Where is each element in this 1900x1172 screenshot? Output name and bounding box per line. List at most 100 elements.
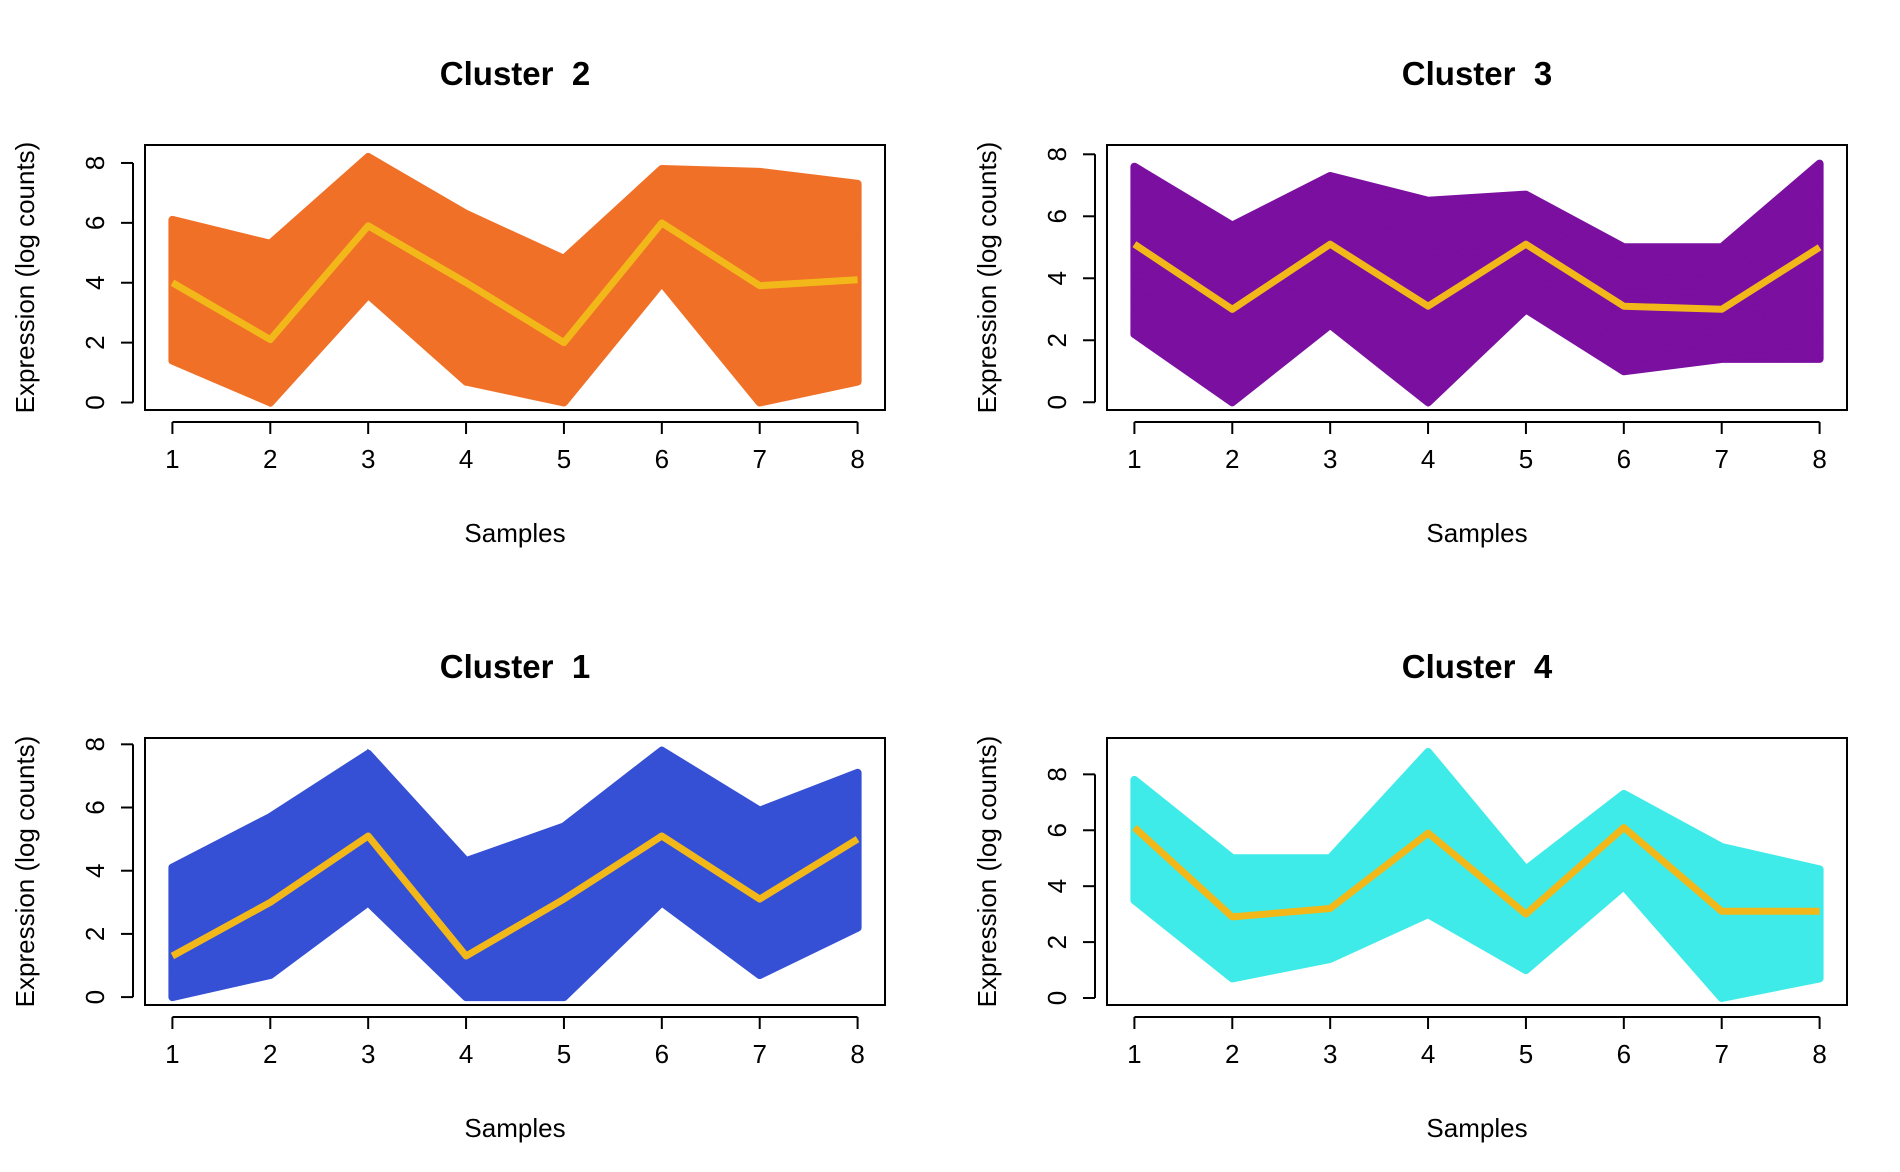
profile-line [170,829,860,985]
profile-line [171,774,860,975]
profile-line [170,196,859,391]
y-axis-label: Expression (log counts) [972,736,1002,1008]
x-tick-label: 6 [655,1039,669,1069]
y-tick-label: 0 [80,395,110,409]
x-tick-label: 8 [850,444,864,474]
x-axis-label: Samples [464,518,565,548]
profile-line [1132,794,1821,960]
y-tick-label: 6 [1042,209,1072,223]
profile-line [1133,247,1821,361]
profile-lines [1130,747,1824,1002]
x-tick-label: 5 [557,444,571,474]
profile-line [170,175,859,389]
y-axis-label: Expression (log counts) [10,736,40,1008]
profile-line [1132,808,1822,966]
profile-line [1133,230,1822,359]
profile-line [1133,809,1821,990]
y-tick-label: 2 [80,335,110,349]
x-tick-label: 2 [1225,444,1239,474]
y-axis-label: Expression (log counts) [972,142,1002,414]
x-tick-label: 8 [1812,444,1826,474]
x-tick-label: 8 [1812,1039,1826,1069]
profile-line [171,225,859,334]
x-axis-label: Samples [464,1113,565,1143]
x-tick-label: 1 [165,444,179,474]
profile-line [170,187,861,384]
x-tick-label: 2 [263,1039,277,1069]
profile-line [171,182,860,360]
x-tick-label: 1 [165,1039,179,1069]
profile-line [1132,877,1820,967]
chart-panel-1: 1 2 3 4 5 6 7 8 Samples 0 2 4 6 8 Expression (log coun… [10,55,886,548]
profile-line [1132,758,1821,924]
profile-line [170,150,861,401]
profile-line [170,788,859,975]
profile-line [169,182,859,401]
profile-line [170,193,858,385]
x-tick-label: 7 [752,444,766,474]
profile-line [1133,775,1820,919]
y-tick-label: 4 [80,863,110,877]
y-tick-label: 0 [1042,395,1072,409]
chart-title: Cluster 3 [1402,55,1552,92]
x-tick-label: 7 [1714,1039,1728,1069]
x-tick-label: 4 [459,1039,473,1069]
y-tick-label: 6 [1042,823,1072,837]
x-tick-label: 5 [1519,444,1533,474]
centroid-line [170,219,858,347]
chart-panel-4: 1 2 3 4 5 6 7 8 Samples 0 2 4 6 8 Expression (log coun… [972,648,1848,1143]
x-tick-label: 1 [1127,1039,1141,1069]
y-tick-label: 2 [1042,333,1072,347]
y-axis-label: Expression (log counts) [10,142,40,414]
plot-frame [144,737,886,1006]
x-axis: 1 2 3 4 5 6 7 8 Samples [165,1016,865,1143]
x-tick-label: 7 [1714,444,1728,474]
chart-title: Cluster 2 [440,55,590,92]
profile-line [1131,172,1821,405]
y-tick-label: 0 [1042,991,1072,1005]
profile-line [170,754,860,990]
profile-line [169,795,860,997]
profile-lines [1130,159,1824,408]
x-tick-label: 1 [1127,444,1141,474]
profile-line [1132,807,1821,982]
x-tick-label: 3 [1323,444,1337,474]
x-tick-label: 3 [361,444,375,474]
y-tick-label: 6 [80,800,110,814]
profile-line [171,787,859,977]
profile-lines [168,746,862,1002]
x-tick-label: 6 [1617,444,1631,474]
y-tick-label: 6 [80,216,110,230]
profile-line [172,172,861,381]
profile-line [1133,208,1821,347]
y-axis: 0 2 4 6 8 Expression (log counts) [972,142,1096,414]
x-axis-label: Samples [1426,518,1527,548]
profile-line [169,815,859,991]
y-tick-label: 2 [80,927,110,941]
profile-line [169,190,860,394]
y-tick-label: 4 [80,276,110,290]
profile-line [1134,220,1821,396]
chart-panel-2: 1 2 3 4 5 6 7 8 Samples 0 2 4 6 8 Expression (log coun… [972,55,1848,548]
y-tick-label: 8 [80,737,110,751]
profile-line [1132,799,1822,968]
plot-frame [1106,144,1848,411]
profile-line [1134,185,1821,388]
profile-line [1131,794,1822,972]
x-tick-label: 3 [1323,1039,1337,1069]
y-tick-label: 0 [80,990,110,1004]
chart-title: Cluster 1 [440,648,590,685]
profile-line [1134,182,1820,286]
x-axis: 1 2 3 4 5 6 7 8 Samples [1127,421,1827,548]
x-tick-label: 2 [1225,1039,1239,1069]
profile-line [1133,831,1821,921]
profile-line [170,228,859,403]
profile-line [170,186,860,318]
profile-line [1134,793,1821,930]
y-tick-label: 8 [1042,147,1072,161]
x-tick-label: 5 [557,1039,571,1069]
y-tick-label: 8 [80,156,110,170]
x-tick-label: 4 [459,444,473,474]
centroid-line [1132,240,1822,313]
